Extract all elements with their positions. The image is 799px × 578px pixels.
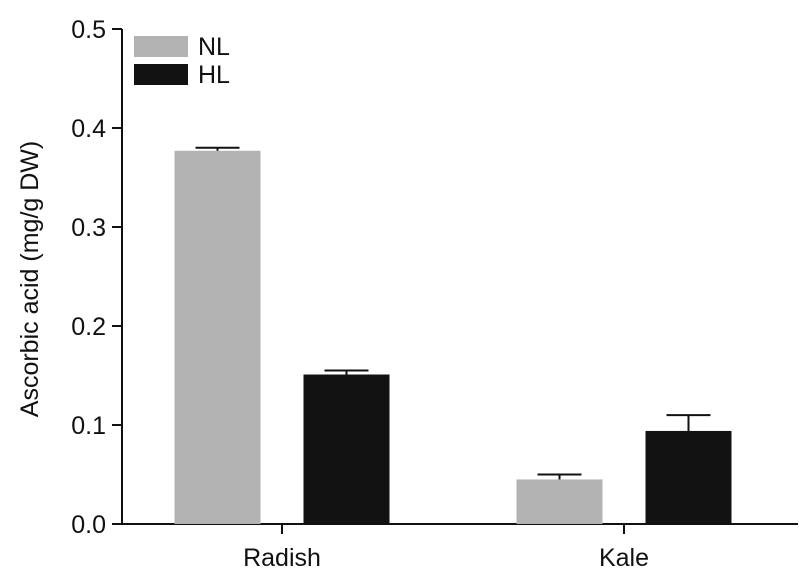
legend-swatch-hl <box>134 64 188 85</box>
y-axis-title: Ascorbic acid (mg/g DW) <box>16 141 44 417</box>
x-tick-label: Kale <box>599 544 649 572</box>
legend-label-nl: NL <box>198 33 230 61</box>
y-tick-label: 0.3 <box>71 214 106 242</box>
y-tick-label: 0.2 <box>71 313 106 341</box>
y-tick-label: 0.5 <box>71 16 106 44</box>
legend-swatch-nl <box>134 36 188 57</box>
x-ticks: Radish Kale <box>243 524 649 572</box>
bars <box>174 150 732 524</box>
bar-nl-kale <box>516 479 603 524</box>
legend-label-hl: HL <box>198 61 230 89</box>
x-tick-label: Radish <box>243 544 321 572</box>
bar-hl-kale <box>645 430 732 524</box>
y-tick-label: 0.4 <box>71 115 106 143</box>
y-ticks: 0.0 0.1 0.2 0.3 0.4 0.5 <box>71 16 122 539</box>
y-tick-label: 0.1 <box>71 412 106 440</box>
error-bars <box>195 146 711 480</box>
y-tick-label: 0.0 <box>71 511 106 539</box>
bar-nl-radish <box>174 150 261 524</box>
bar-hl-radish <box>303 374 390 524</box>
